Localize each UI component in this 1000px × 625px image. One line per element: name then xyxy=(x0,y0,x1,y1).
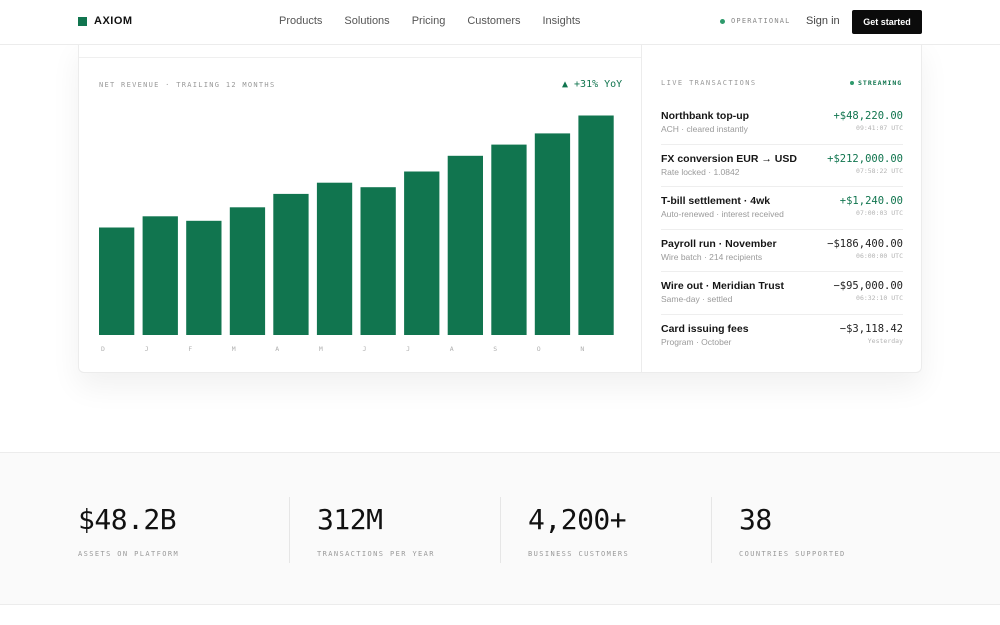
transaction-detail: Same-day · settled xyxy=(661,294,733,304)
streaming-indicator: STREAMING xyxy=(850,79,902,87)
transaction-detail: Program · October xyxy=(661,336,732,347)
main-nav: Products Solutions Pricing Customers Ins… xyxy=(279,15,602,27)
nav-products[interactable]: Products xyxy=(279,15,323,27)
chart-bar xyxy=(99,227,135,335)
chart-bar xyxy=(142,216,178,335)
stat-divider xyxy=(711,497,712,563)
stat-value: $48.2B xyxy=(78,503,177,536)
transactions-list: Northbank top-up ACH · cleared instantly +… xyxy=(661,102,903,357)
transaction-row[interactable]: Payroll run · November Wire batch · 214 r… xyxy=(661,230,903,272)
transaction-amount: −$3,118.42 xyxy=(839,322,903,335)
transaction-name: Card issuing fees xyxy=(661,322,749,335)
transaction-amount: +$48,220.00 xyxy=(833,110,903,122)
streaming-dot-icon xyxy=(850,81,854,85)
system-status: OPERATIONAL xyxy=(720,17,791,25)
chart-x-tick-label: F xyxy=(188,345,192,353)
transaction-time: 06:00:00 UTC xyxy=(856,251,903,260)
nav-pricing[interactable]: Pricing xyxy=(411,15,446,27)
chart-x-tick-label: J xyxy=(363,345,367,353)
stat-label: ASSETS ON PLATFORM xyxy=(78,550,180,558)
transaction-name: Northbank top-up xyxy=(661,110,750,122)
streaming-label: STREAMING xyxy=(858,79,903,87)
chart-bar xyxy=(360,187,396,335)
stat-label: COUNTRIES SUPPORTED xyxy=(739,550,846,558)
transaction-name: Wire out · Meridian Trust xyxy=(661,280,784,292)
transaction-time: 06:32:10 UTC xyxy=(856,294,903,302)
stat-value: 312M xyxy=(317,503,383,536)
nav-solutions[interactable]: Solutions xyxy=(344,15,390,27)
chart-x-tick-label: M xyxy=(232,345,236,353)
card-divider xyxy=(641,40,642,373)
transaction-name: FX conversion EUR → USD xyxy=(661,152,797,165)
chart-x-tick-label: O xyxy=(537,345,541,353)
transaction-row[interactable]: FX conversion EUR → USD Rate locked · 1.0… xyxy=(661,145,903,187)
stat-value: 38 xyxy=(739,503,772,536)
chart-bar xyxy=(447,155,483,335)
transaction-amount: −$95,000.00 xyxy=(833,280,903,292)
transaction-amount: −$186,400.00 xyxy=(827,237,903,250)
stat-divider xyxy=(289,497,290,563)
sign-in-link[interactable]: Sign in xyxy=(806,15,840,27)
chart-x-tick-label: J xyxy=(406,345,410,353)
transaction-row[interactable]: Northbank top-up ACH · cleared instantly +… xyxy=(661,102,903,145)
transaction-detail: Rate locked · 1.0842 xyxy=(661,166,740,177)
stat-label: BUSINESS CUSTOMERS xyxy=(528,550,630,558)
nav-customers[interactable]: Customers xyxy=(467,15,521,27)
get-started-button[interactable]: Get started xyxy=(852,10,922,34)
transaction-time: 07:00:03 UTC xyxy=(856,209,903,217)
chart-yoy-badge: ▲ +31% YoY xyxy=(562,79,623,90)
chart-x-tick-label: M xyxy=(319,345,323,353)
status-text: OPERATIONAL xyxy=(731,17,791,25)
chart-x-tick-label: J xyxy=(145,345,149,353)
transaction-detail: Wire batch · 214 recipients xyxy=(661,251,763,262)
chart-x-tick-label: N xyxy=(580,345,584,353)
stat-value: 4,200+ xyxy=(528,503,627,536)
chart-x-tick-label: A xyxy=(450,345,454,353)
transactions-title: LIVE TRANSACTIONS xyxy=(661,79,757,87)
transaction-amount: +$212,000.00 xyxy=(827,152,903,165)
chart-bar xyxy=(491,144,527,335)
chart-bar xyxy=(186,220,222,335)
transaction-detail: ACH · cleared instantly xyxy=(661,124,748,134)
dashboard-card: NET REVENUE · TRAILING 12 MONTHS ▲ +31% … xyxy=(78,40,922,373)
transaction-amount: +$1,240.00 xyxy=(839,195,903,207)
chart-x-tick-label: D xyxy=(101,345,105,353)
chart-title: NET REVENUE · TRAILING 12 MONTHS xyxy=(99,81,276,89)
chart-bar xyxy=(273,193,309,335)
stat-divider xyxy=(500,497,501,563)
chart-bar xyxy=(316,182,353,335)
chart-bar xyxy=(404,171,440,335)
transaction-detail: Auto-renewed · interest received xyxy=(661,209,784,219)
chart-bar xyxy=(229,207,266,335)
chart-bar xyxy=(578,115,614,335)
card-top-rule xyxy=(79,57,641,58)
stat-label: TRANSACTIONS PER YEAR xyxy=(317,550,435,558)
site-header: AXIOM Products Solutions Pricing Custome… xyxy=(0,0,1000,45)
logo[interactable]: AXIOM xyxy=(78,15,133,27)
chart-x-tick-label: S xyxy=(493,345,497,353)
transaction-time: 07:58:22 UTC xyxy=(856,166,903,175)
logo-mark-icon xyxy=(78,16,87,26)
chart-x-tick-label: A xyxy=(275,345,279,353)
chart-bar xyxy=(534,133,571,335)
transaction-time: Yesterday xyxy=(867,336,903,345)
status-dot-icon xyxy=(720,18,725,24)
transaction-time: 09:41:07 UTC xyxy=(856,124,903,132)
stats-band: $48.2B ASSETS ON PLATFORM 312M TRANSACTIONS… xyxy=(0,452,1000,605)
transaction-name: T-bill settlement · 4wk xyxy=(661,195,771,207)
transaction-row[interactable]: Wire out · Meridian Trust Same-day · sett… xyxy=(661,272,903,315)
nav-insights[interactable]: Insights xyxy=(542,15,581,27)
logo-text: AXIOM xyxy=(94,15,133,27)
transaction-row[interactable]: T-bill settlement · 4wk Auto-renewed · in… xyxy=(661,187,903,230)
transaction-name: Payroll run · November xyxy=(661,237,777,250)
transaction-row[interactable]: Card issuing fees Program · October −$3,11… xyxy=(661,315,903,358)
